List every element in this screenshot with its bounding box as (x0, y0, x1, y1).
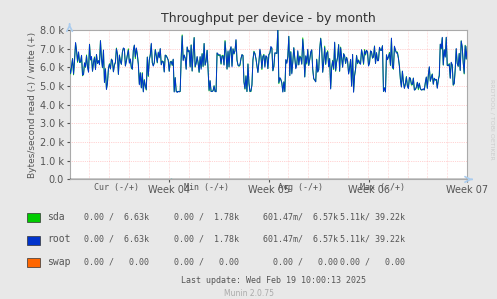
Text: Max (-/+): Max (-/+) (360, 183, 405, 192)
Text: Cur (-/+): Cur (-/+) (94, 183, 139, 192)
Text: 0.00 /   0.00: 0.00 / 0.00 (330, 257, 405, 266)
Text: 601.47m/  6.57k: 601.47m/ 6.57k (263, 235, 338, 244)
Text: 5.11k/ 39.22k: 5.11k/ 39.22k (335, 212, 405, 221)
Text: root: root (47, 234, 71, 244)
Text: Avg (-/+): Avg (-/+) (278, 183, 323, 192)
Text: 0.00 /   0.00: 0.00 / 0.00 (174, 257, 239, 266)
Text: RRDTOOL / TOBI OETIKER: RRDTOOL / TOBI OETIKER (490, 79, 495, 160)
Text: swap: swap (47, 257, 71, 267)
Text: sda: sda (47, 212, 65, 222)
Y-axis label: Bytes/second read (-) / write (+): Bytes/second read (-) / write (+) (28, 32, 37, 178)
Text: 0.00 /  1.78k: 0.00 / 1.78k (174, 235, 239, 244)
Text: 5.11k/ 39.22k: 5.11k/ 39.22k (335, 235, 405, 244)
Text: 0.00 /   0.00: 0.00 / 0.00 (263, 257, 338, 266)
Text: Last update: Wed Feb 19 10:00:13 2025: Last update: Wed Feb 19 10:00:13 2025 (181, 276, 366, 285)
Text: 0.00 /  6.63k: 0.00 / 6.63k (84, 212, 149, 221)
Text: 0.00 /  1.78k: 0.00 / 1.78k (174, 212, 239, 221)
Text: 0.00 /   0.00: 0.00 / 0.00 (84, 257, 149, 266)
Text: Min (-/+): Min (-/+) (184, 183, 229, 192)
Title: Throughput per device - by month: Throughput per device - by month (161, 12, 376, 25)
Text: Munin 2.0.75: Munin 2.0.75 (224, 289, 273, 298)
Text: 601.47m/  6.57k: 601.47m/ 6.57k (263, 212, 338, 221)
Text: 0.00 /  6.63k: 0.00 / 6.63k (84, 235, 149, 244)
